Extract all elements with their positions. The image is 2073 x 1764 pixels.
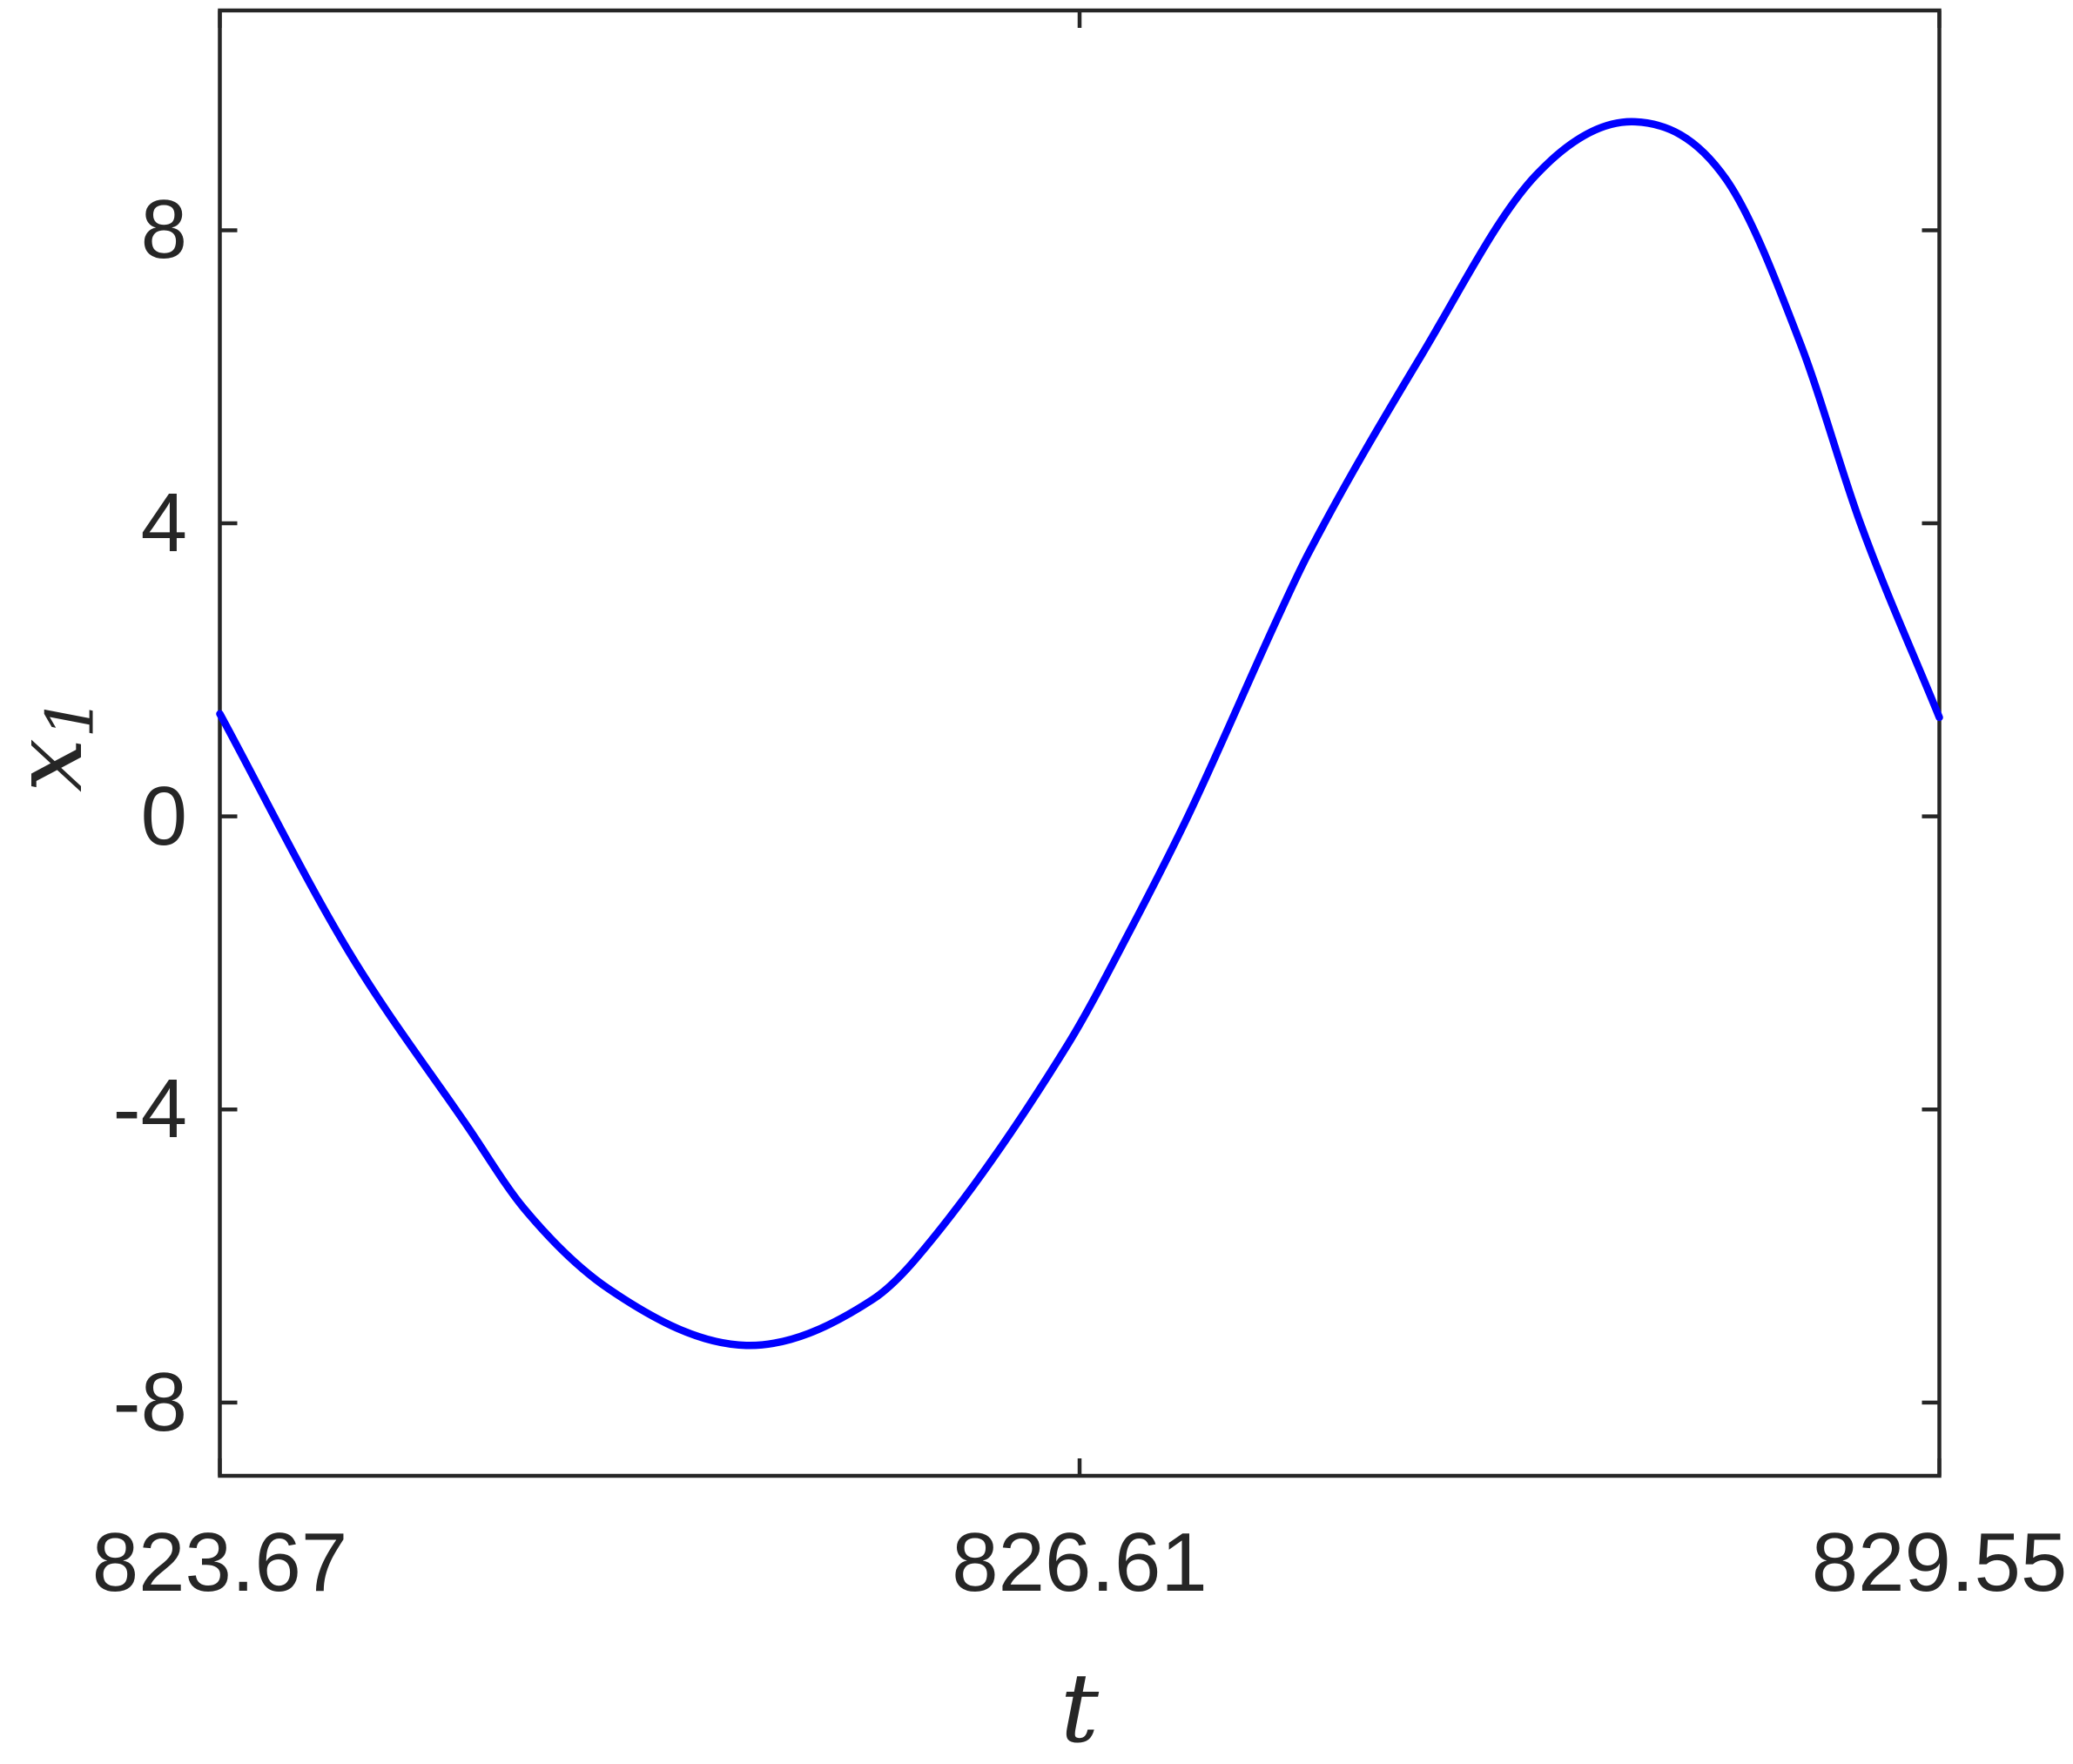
x-axis-label-text: t	[1060, 1653, 1100, 1764]
plot-box	[218, 8, 1942, 1478]
y-axis-label-base: x	[0, 737, 104, 792]
x-tick-label: 823.67	[91, 1516, 348, 1609]
x-tick-label: 826.61	[952, 1516, 1208, 1609]
x-tick-label: 829.55	[1811, 1516, 2068, 1609]
y-tick-label: 4	[140, 476, 187, 570]
series-line-x1	[216, 118, 1943, 1350]
y-tick-label: -8	[112, 1355, 187, 1449]
y-tick-label: 8	[140, 183, 187, 277]
y-tick-label: -4	[112, 1062, 187, 1156]
y-tick-label: 0	[140, 769, 187, 863]
y-axis-label-subscript: 1	[32, 697, 109, 738]
